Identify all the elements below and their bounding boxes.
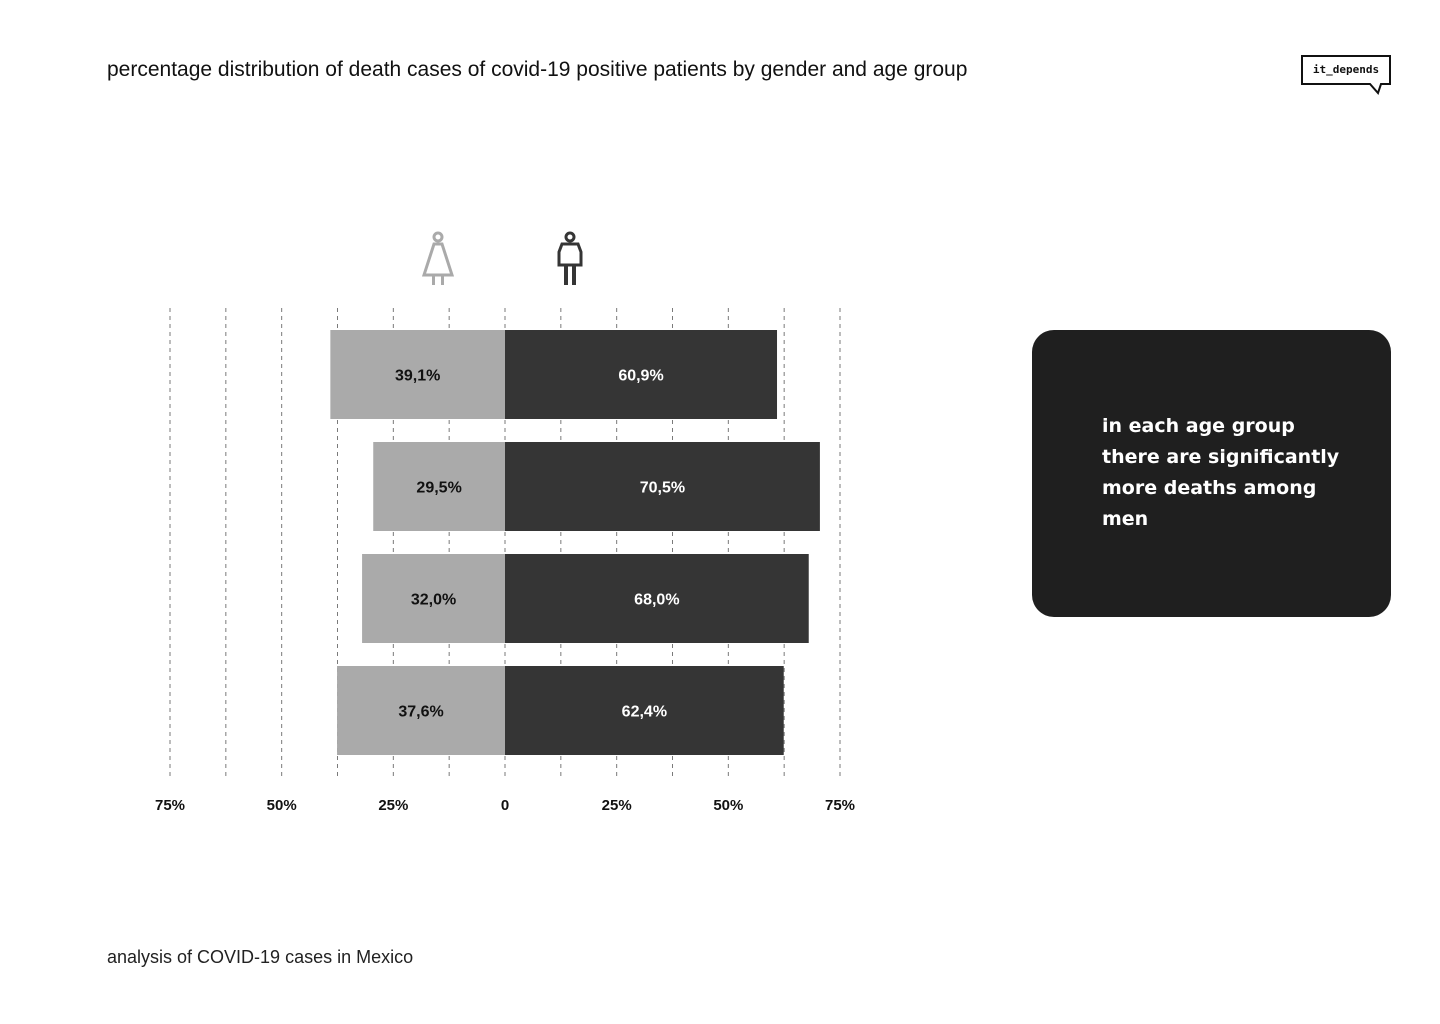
bar-women (337, 666, 505, 755)
value-label-women: 29,5% (416, 480, 461, 497)
footer-text: analysis of COVID-19 cases in Mexico (107, 947, 414, 967)
man-icon (557, 231, 583, 285)
tick-label: 0 (501, 797, 509, 814)
value-label-men: 68,0% (634, 592, 679, 609)
bar-men (505, 666, 784, 755)
tick-label: 50% (713, 797, 743, 814)
tick-label: 50% (267, 797, 297, 814)
bar-men (505, 442, 820, 531)
bar-men (505, 330, 778, 419)
tick-label: 25% (602, 797, 632, 814)
value-label-women: 32,0% (411, 592, 456, 609)
logo-text: it_depends (1312, 63, 1380, 76)
value-label-men: 60,9% (618, 368, 663, 385)
value-label-women: 37,6% (398, 704, 443, 721)
tick-label: 75% (825, 797, 855, 814)
value-label-men: 62,4% (622, 704, 667, 721)
chart-value-labels: 39,1% 60,9% 29,5% 70,5% 32,0% 68,0% 37,6% 62,4% (395, 368, 685, 721)
callout-text: in each age group there are significantl… (1102, 415, 1340, 530)
speech-bubble-icon (1301, 55, 1391, 95)
value-label-women: 39,1% (395, 368, 440, 385)
logo: it_depends (1301, 55, 1391, 95)
tick-label: 25% (378, 797, 408, 814)
woman-icon (421, 231, 455, 285)
chart-bars (330, 330, 820, 755)
bar-women (330, 330, 505, 419)
bar-women (362, 554, 505, 643)
bar-men (505, 554, 809, 643)
page-title: percentage distribution of death cases o… (107, 58, 968, 81)
diverging-bar-chart: 39,1% 60,9% 29,5% 70,5% 32,0% 68,0% 37,6% 62,4%… (155, 231, 855, 814)
bar-women (373, 442, 505, 531)
value-label-men: 70,5% (640, 480, 685, 497)
tick-label: 75% (155, 797, 185, 814)
chart-tick-labels: 75% 50% 25% 0 25% 50% 75% (155, 797, 855, 814)
callout-box: in each age group there are significantl… (1032, 330, 1391, 617)
